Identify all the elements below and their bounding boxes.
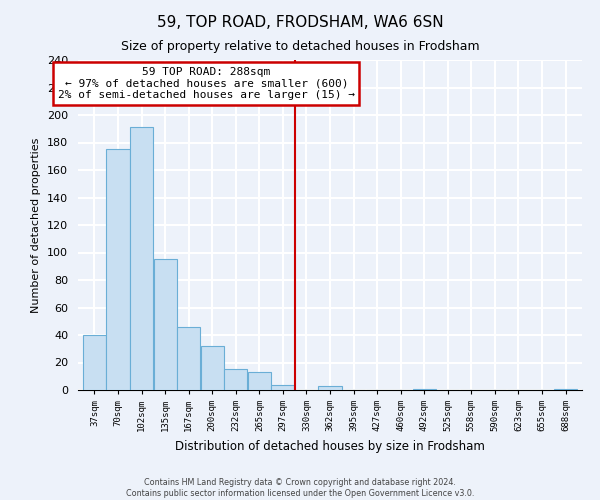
Text: 59, TOP ROAD, FRODSHAM, WA6 6SN: 59, TOP ROAD, FRODSHAM, WA6 6SN <box>157 15 443 30</box>
Bar <box>201 346 224 390</box>
Bar <box>554 388 577 390</box>
Bar <box>224 370 247 390</box>
Text: Size of property relative to detached houses in Frodsham: Size of property relative to detached ho… <box>121 40 479 53</box>
Bar <box>319 386 341 390</box>
Bar <box>154 260 176 390</box>
Text: Contains HM Land Registry data © Crown copyright and database right 2024.
Contai: Contains HM Land Registry data © Crown c… <box>126 478 474 498</box>
Y-axis label: Number of detached properties: Number of detached properties <box>31 138 41 312</box>
Bar <box>413 388 436 390</box>
Bar <box>83 335 106 390</box>
Bar <box>106 150 130 390</box>
Text: 59 TOP ROAD: 288sqm
← 97% of detached houses are smaller (600)
2% of semi-detach: 59 TOP ROAD: 288sqm ← 97% of detached ho… <box>58 67 355 100</box>
Bar <box>177 327 200 390</box>
X-axis label: Distribution of detached houses by size in Frodsham: Distribution of detached houses by size … <box>175 440 485 452</box>
Bar <box>248 372 271 390</box>
Bar <box>130 128 153 390</box>
Bar <box>271 384 295 390</box>
